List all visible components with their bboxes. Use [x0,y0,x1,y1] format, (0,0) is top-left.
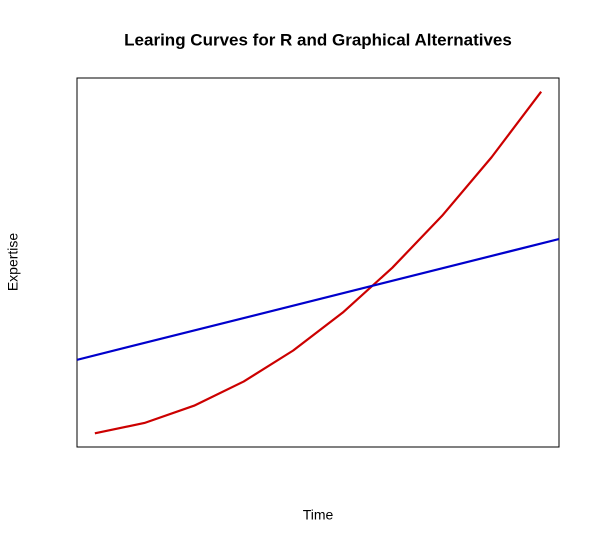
plot-frame [76,77,560,448]
chart-title: Learing Curves for R and Graphical Alter… [124,30,512,49]
x-axis-label: Time [303,507,334,523]
plot-area [77,91,559,435]
line-series [77,237,559,361]
line-series [94,91,543,435]
y-axis-label: Expertise [5,233,21,292]
